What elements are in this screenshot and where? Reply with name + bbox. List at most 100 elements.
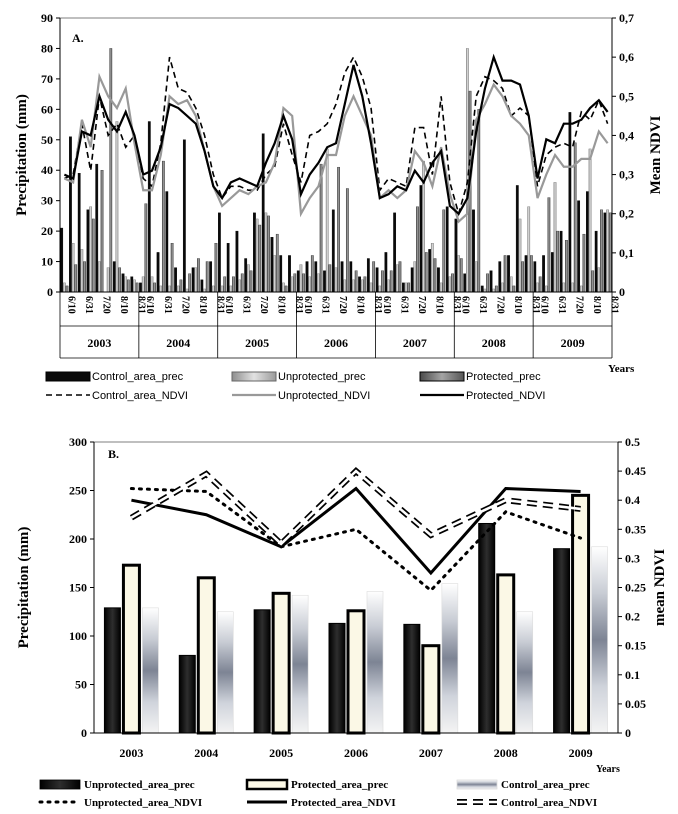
x-date-label: 6/31 — [162, 296, 173, 314]
bar-unprotected-area-prec-2006 — [328, 622, 346, 734]
bar-protected-area-prec-2004 — [196, 576, 216, 735]
b-x-tick-label: 2007 — [419, 746, 443, 760]
x-date-label: 8/10 — [197, 296, 208, 314]
b-y2-tick-label: 0.25 — [625, 581, 646, 595]
legend-label-unprotected-area-ndvi: Unprotected_area_NDVI — [84, 797, 202, 809]
x-date-label: 6/31 — [556, 296, 567, 314]
x-date-label: 7/20 — [100, 296, 111, 314]
b-x-tick-label: 2009 — [569, 746, 593, 760]
y2-tick-label: 0 — [619, 285, 625, 299]
b-x-tick-label: 2004 — [194, 746, 218, 760]
line-protected-ndvi — [63, 53, 609, 216]
y2-tick-label: 0,1 — [619, 246, 634, 260]
bar-unprotected-area-prec-2004 — [178, 654, 196, 734]
b-y-tick-label: 0 — [81, 726, 87, 740]
bar-control-area-prec-2003 — [142, 607, 159, 734]
b-y-tick-label: 250 — [69, 484, 87, 498]
b-y2-tick-label: 0 — [625, 726, 631, 740]
b-y-tick-label: 150 — [69, 581, 87, 595]
b-y-tick-label: 300 — [69, 435, 87, 449]
x-date-label: 8/10 — [355, 296, 366, 314]
y-tick-label: 70 — [41, 72, 53, 86]
y2-tick-label: 0,3 — [619, 168, 634, 182]
b-panel-label: B. — [108, 447, 119, 461]
panel-label: A. — [72, 31, 84, 45]
legend-label-control-area-ndvi: Control_area_NDVI — [501, 797, 597, 809]
legend-label-unprotected-area-prec: Unprotected_area_prec — [84, 779, 195, 791]
line-protected-area-ndvi — [131, 486, 581, 576]
y-tick-label: 40 — [41, 163, 53, 177]
x-date-label: 6/31 — [319, 296, 330, 314]
x-date-label: 8/31 — [530, 296, 541, 314]
bar-protected-area-prec-2007 — [421, 644, 441, 735]
y-tick-label: 90 — [41, 11, 53, 25]
legend-swatch-control-area-prec — [45, 371, 91, 382]
x-date-label: 6/10 — [65, 296, 76, 314]
bar-protected-area-prec-2009 — [571, 493, 591, 735]
legend-swatch-protected-prec — [419, 371, 465, 382]
x-date-label: 6/10 — [302, 296, 313, 314]
x-date-label: 8/10 — [118, 296, 129, 314]
bar-unprotected-area-prec-2005 — [253, 609, 271, 734]
x-date-label: 6/10 — [144, 296, 155, 314]
line-control-area-ndvi-inner — [130, 469, 581, 546]
bar-control-area-prec-2004 — [216, 611, 234, 734]
y-tick-label: 20 — [41, 224, 53, 238]
b-y2-tick-label: 0.05 — [625, 697, 646, 711]
legend-label-control-area-prec: Control_area_prec — [501, 779, 590, 791]
y2-tick-label: 0,6 — [619, 50, 634, 64]
line-unprotected-ndvi — [63, 72, 609, 224]
b-x-axis-title: Years — [596, 764, 620, 775]
y2-axis-title: Mean NDVI — [648, 115, 664, 194]
legend-label-protected-area-ndvi: Protected_area_NDVI — [291, 797, 396, 809]
b-x-tick-label: 2006 — [344, 746, 368, 760]
legend-swatch-control-area-prec — [456, 779, 498, 790]
year-label: 2005 — [245, 336, 269, 350]
year-label: 2003 — [87, 336, 111, 350]
x-date-label: 6/31 — [83, 296, 94, 314]
x-date-label: 7/20 — [337, 296, 348, 314]
y-axis-title: Precipitation (mm) — [14, 94, 30, 216]
x-date-label: 6/31 — [477, 296, 488, 314]
bar-unprotected-area-prec-2003 — [103, 607, 121, 734]
x-date-label: 6/10 — [381, 296, 392, 314]
x-date-label: 6/31 — [241, 296, 252, 314]
legend-swatch-unprotected-area-prec — [39, 779, 81, 790]
b-y2-tick-label: 0.5 — [625, 435, 640, 449]
b-y-tick-label: 100 — [69, 629, 87, 643]
bar-control-area-prec-2008 — [516, 611, 534, 734]
b-y-tick-label: 50 — [75, 678, 87, 692]
x-date-label: 8/31 — [451, 296, 462, 314]
b-y-tick-label: 200 — [69, 532, 87, 546]
b-y2-tick-label: 0.1 — [625, 668, 640, 682]
y-tick-label: 10 — [41, 255, 53, 269]
bar-unprotected-area-prec-2008 — [478, 522, 496, 734]
x-date-label: 8/31 — [214, 296, 225, 314]
year-label: 2004 — [166, 336, 190, 350]
bar-control-area-prec-2005 — [291, 594, 309, 734]
y-tick-label: 50 — [41, 133, 53, 147]
x-date-label: 8/10 — [512, 296, 523, 314]
year-label: 2007 — [403, 336, 427, 350]
x-date-label: 8/10 — [433, 296, 444, 314]
bar-protected-area-prec-2005 — [271, 591, 291, 735]
y-tick-label: 80 — [41, 41, 53, 55]
bar-control-area-prec-2006 — [366, 591, 384, 734]
bar-unprotected-area-prec-2007 — [403, 623, 421, 734]
x-date-label: 6/10 — [539, 296, 550, 314]
y-tick-label: 30 — [41, 194, 53, 208]
x-date-label: 7/20 — [258, 296, 269, 314]
bar-protected-area-prec-2006 — [346, 609, 366, 735]
x-date-label: 8/31 — [372, 296, 383, 314]
x-date-label: 8/31 — [293, 296, 304, 314]
bar-protected-area-prec-2003 — [121, 563, 141, 735]
bar-protected-area-prec-2008 — [496, 573, 516, 735]
x-date-label: 7/20 — [574, 296, 585, 314]
x-date-label: 6/31 — [398, 296, 409, 314]
x-date-label: 6/10 — [460, 296, 471, 314]
b-y2-tick-label: 0.35 — [625, 522, 646, 536]
bar-control-area-prec-2007 — [441, 583, 459, 734]
bar-control-area-prec-2009 — [591, 546, 608, 734]
b-y2-tick-label: 0.3 — [625, 551, 640, 565]
year-label: 2008 — [482, 336, 506, 350]
